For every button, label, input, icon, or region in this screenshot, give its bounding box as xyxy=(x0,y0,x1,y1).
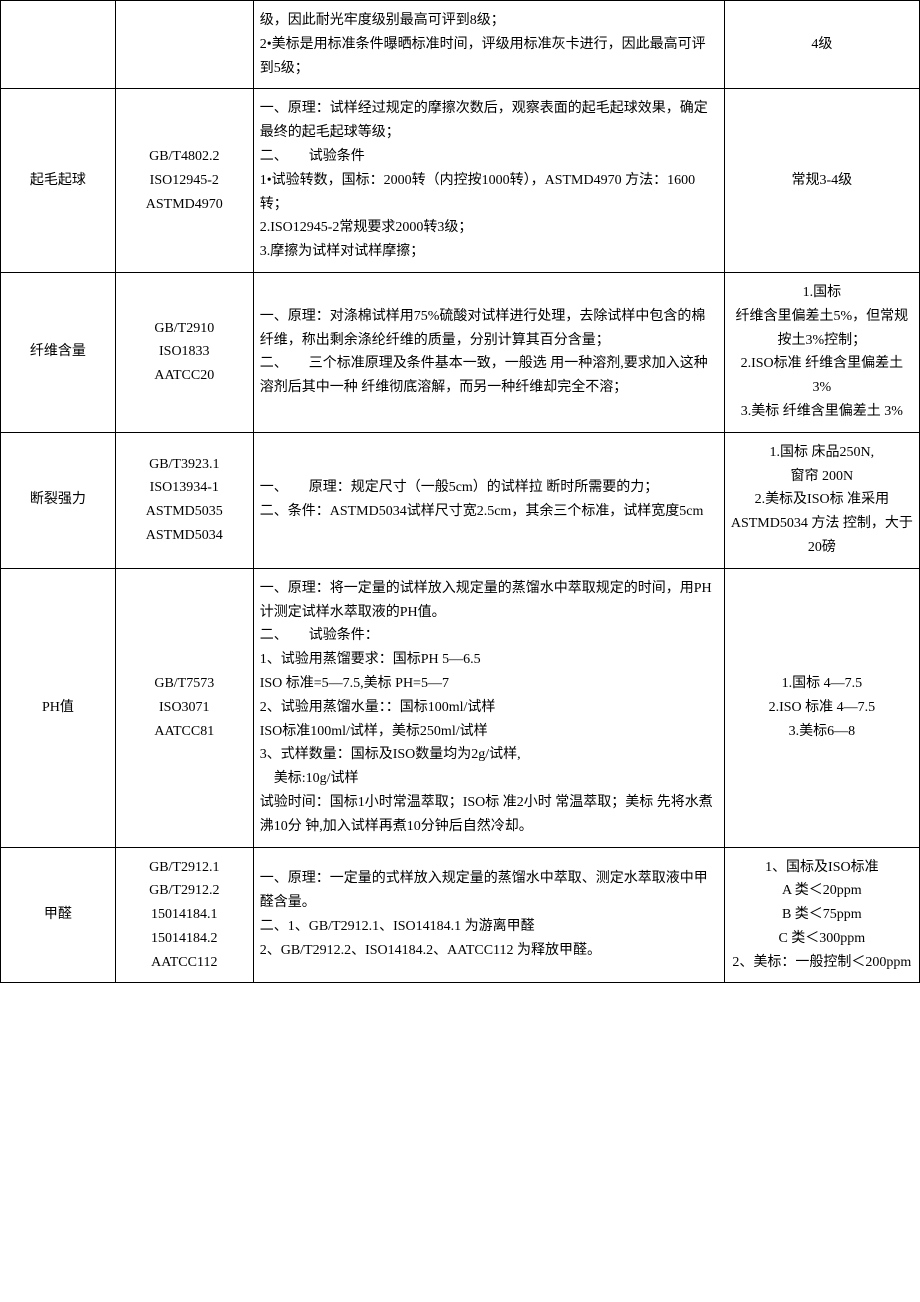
cell-description: 一、原理：一定量的式样放入规定量的蒸馏水中萃取、测定水萃取液中甲醛含量。二、1、… xyxy=(253,847,724,983)
cell-requirement: 4级 xyxy=(724,1,919,89)
cell-description: 一、原理：对涤棉试样用75%硫酸对试样进行处理，去除试样中包含的棉纤维，称出剩余… xyxy=(253,272,724,432)
table-row: PH值 GB/T7573ISO3071AATCC81 一、原理：将一定量的试样放… xyxy=(1,568,920,847)
cell-name: 纤维含量 xyxy=(1,272,116,432)
cell-name: 断裂强力 xyxy=(1,432,116,568)
cell-requirement: 1.国标纤维含里偏差土5%，但常规按土3%控制；2.ISO标准 纤维含里偏差土 … xyxy=(724,272,919,432)
cell-description: 级，因此耐光牢度级别最高可评到8级；2•美标是用标准条件曝晒标准时间，评级用标准… xyxy=(253,1,724,89)
table-row: 起毛起球 GB/T4802.2ISO12945-2ASTMD4970 一、原理：… xyxy=(1,89,920,273)
standards-table: 级，因此耐光牢度级别最高可评到8级；2•美标是用标准条件曝晒标准时间，评级用标准… xyxy=(0,0,920,983)
cell-description: 一、原理：试样经过规定的摩擦次数后，观察表面的起毛起球效果，确定最终的起毛起球等… xyxy=(253,89,724,273)
table-row: 纤维含量 GB/T2910ISO1833AATCC20 一、原理：对涤棉试样用7… xyxy=(1,272,920,432)
table-row: 甲醛 GB/T2912.1GB/T2912.215014184.11501418… xyxy=(1,847,920,983)
table-body: 级，因此耐光牢度级别最高可评到8级；2•美标是用标准条件曝晒标准时间，评级用标准… xyxy=(1,1,920,983)
cell-description: 一、原理：将一定量的试样放入规定量的蒸馏水中萃取规定的时间，用PH计测定试样水萃… xyxy=(253,568,724,847)
cell-standards: GB/T2910ISO1833AATCC20 xyxy=(115,272,253,432)
cell-name: PH值 xyxy=(1,568,116,847)
cell-standards xyxy=(115,1,253,89)
table-row: 级，因此耐光牢度级别最高可评到8级；2•美标是用标准条件曝晒标准时间，评级用标准… xyxy=(1,1,920,89)
cell-description: 一、 原理：规定尺寸（一般5cm）的试样拉 断时所需要的力；二、条件：ASTMD… xyxy=(253,432,724,568)
cell-requirement: 1.国标 床品250N,窗帘 200N2.美标及ISO标 准采用 ASTMD50… xyxy=(724,432,919,568)
cell-standards: GB/T4802.2ISO12945-2ASTMD4970 xyxy=(115,89,253,273)
cell-name: 甲醛 xyxy=(1,847,116,983)
cell-standards: GB/T2912.1GB/T2912.215014184.115014184.2… xyxy=(115,847,253,983)
cell-standards: GB/T3923.1ISO13934-1ASTMD5035ASTMD5034 xyxy=(115,432,253,568)
cell-name: 起毛起球 xyxy=(1,89,116,273)
cell-requirement: 1、国标及ISO标准A 类＜20ppmB 类＜75ppmC 类＜300ppm2、… xyxy=(724,847,919,983)
cell-standards: GB/T7573ISO3071AATCC81 xyxy=(115,568,253,847)
cell-requirement: 1.国标 4—7.52.ISO 标准 4—7.53.美标6—8 xyxy=(724,568,919,847)
table-row: 断裂强力 GB/T3923.1ISO13934-1ASTMD5035ASTMD5… xyxy=(1,432,920,568)
cell-name xyxy=(1,1,116,89)
cell-requirement: 常规3-4级 xyxy=(724,89,919,273)
